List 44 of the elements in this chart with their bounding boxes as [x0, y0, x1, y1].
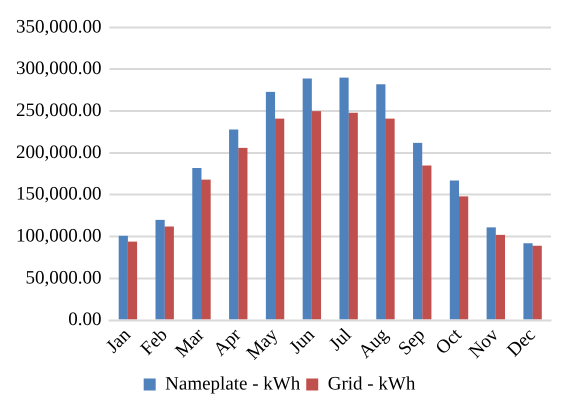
y-tick-label: 150,000.00: [16, 184, 102, 205]
y-tick-label: 300,000.00: [16, 58, 102, 80]
y-tick-label: 100,000.00: [16, 226, 102, 247]
x-tick-label: Feb: [136, 324, 172, 360]
x-tick-label: Oct: [432, 324, 467, 359]
x-tick-label: Mar: [171, 324, 210, 362]
bar: [459, 196, 468, 320]
bar: [523, 243, 533, 320]
bar: [238, 148, 248, 320]
bar: [155, 220, 165, 320]
bar: [192, 168, 202, 320]
bar: [450, 180, 460, 320]
legend-label: Nameplate - kWh: [165, 373, 301, 394]
y-tick-label: 50,000.00: [26, 267, 102, 288]
bar: [532, 246, 542, 320]
bar: [339, 78, 349, 320]
bar: [348, 112, 358, 320]
bar: [422, 165, 432, 320]
bar: [385, 118, 395, 320]
bar: [486, 227, 496, 320]
x-tick-label: Sep: [394, 324, 430, 360]
bar: [302, 78, 312, 320]
bar: [164, 226, 174, 320]
bar: [376, 84, 386, 320]
bar: [201, 180, 211, 320]
y-tick-label: 200,000.00: [16, 142, 102, 163]
x-tick-label: Aug: [354, 324, 393, 363]
legend-label: Grid - kWh: [328, 373, 416, 394]
x-tick-label: Dec: [503, 324, 540, 362]
x-tick-label: Jan: [102, 324, 136, 358]
x-tick-label: Nov: [464, 324, 504, 363]
bar: [413, 142, 422, 320]
bar: [312, 111, 322, 320]
y-tick-label: 250,000.00: [16, 100, 102, 122]
y-tick-label: 0.00: [68, 309, 102, 330]
bar: [118, 236, 128, 320]
x-tick-label: Jul: [325, 324, 356, 356]
bar: [266, 92, 276, 320]
bar: [275, 118, 284, 320]
bar: [496, 234, 506, 320]
y-tick-label: 350,000.00: [16, 16, 102, 38]
x-tick-label: Jun: [285, 324, 320, 358]
bar: [128, 242, 138, 320]
bar: [229, 129, 238, 320]
